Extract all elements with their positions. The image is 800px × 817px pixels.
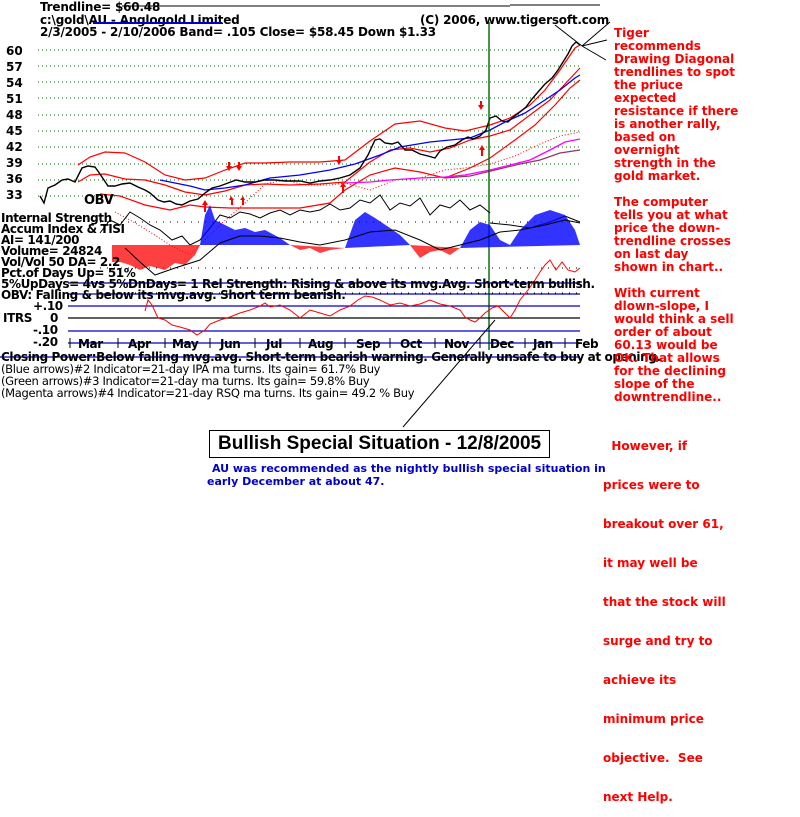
copyright: (C) 2006, www.tigersoft.com <box>420 13 609 27</box>
itrs-tick: -.20 <box>33 335 58 349</box>
itrs-tick: -.10 <box>33 323 58 337</box>
price-tick: 57 <box>6 60 23 74</box>
month-label: Sep <box>356 337 381 351</box>
note-paragraph-2: The computer tells you at what price the… <box>614 195 731 274</box>
price-tick: 42 <box>6 140 23 154</box>
month-label: Dec <box>490 337 515 351</box>
month-label: Oct <box>400 337 422 351</box>
price-tick: 39 <box>6 156 23 170</box>
itrs-tick: 0 <box>50 311 58 325</box>
recommendation-note-line1: AU was recommended as the nightly bullis… <box>212 462 606 475</box>
price-tick: 45 <box>6 124 23 138</box>
note-paragraph-3: With current dlown-slope, I would think … <box>614 286 734 404</box>
itrs-tick: +.10 <box>33 299 63 313</box>
updays-relstrength: 5%UpDays= 4vs 5%DnDays= 1 Rel Strength: … <box>1 277 595 291</box>
price-tick: 36 <box>6 172 23 186</box>
month-label: Feb <box>575 337 599 351</box>
note-paragraph-1: Tiger recommends Drawing Diagonal trendl… <box>614 26 739 183</box>
price-tick: 33 <box>6 188 23 202</box>
month-label: Jul <box>266 337 282 351</box>
special-situation-title: Bullish Special Situation - 12/8/2005 <box>209 430 551 458</box>
green-arrows-legend: (Green arrows)#3 Indicator=21-day ma tur… <box>1 374 370 388</box>
price-tick: 48 <box>6 108 23 122</box>
month-label: Apr <box>128 337 151 351</box>
blue-arrows-legend: (Blue arrows)#2 Indicator=21-day IPA ma … <box>1 362 381 376</box>
month-label: Aug <box>308 337 334 351</box>
month-label: Mar <box>78 337 103 351</box>
price-tick: 54 <box>6 76 23 90</box>
itrs-label: ITRS <box>3 311 32 325</box>
recommendation-note-line2: early December at about 47. <box>207 475 385 488</box>
date-range-info: 2/3/2005 - 2/10/2006 Band= .105 Close= $… <box>40 25 436 39</box>
magenta-arrows-legend: (Magenta arrows)#4 Indicator=21-day RSQ … <box>1 386 415 400</box>
ai-value: AI= 141/200 <box>1 233 80 247</box>
vol-ratio: Vol/Vol 50 DA= 2.2 <box>1 255 120 269</box>
month-label: Jan <box>533 337 553 351</box>
obv-label: OBV <box>84 193 114 208</box>
internal-strength-label: Internal Strength <box>1 211 112 225</box>
month-label: Nov <box>444 337 469 351</box>
obv-status: OBV: Falling & below its mvg.avg. Short … <box>1 288 346 302</box>
pct-days-up: Pct.of Days Up= 51% <box>1 266 136 280</box>
trendline-value: Trendline= $60.48 <box>40 0 161 14</box>
price-chart <box>0 4 611 428</box>
price-tick: 60 <box>6 44 23 58</box>
note-paragraph-4: However, if prices were to breakout over… <box>603 439 726 804</box>
month-label: Jun <box>220 337 241 351</box>
price-tick: 51 <box>6 92 23 106</box>
closing-power-status: Closing Power:Below falling mvg.avg. Sho… <box>1 350 661 364</box>
month-label: May <box>172 337 199 351</box>
volume-value: Volume= 24824 <box>1 244 102 258</box>
accum-index-label: Accum Index & TISI <box>1 222 125 236</box>
